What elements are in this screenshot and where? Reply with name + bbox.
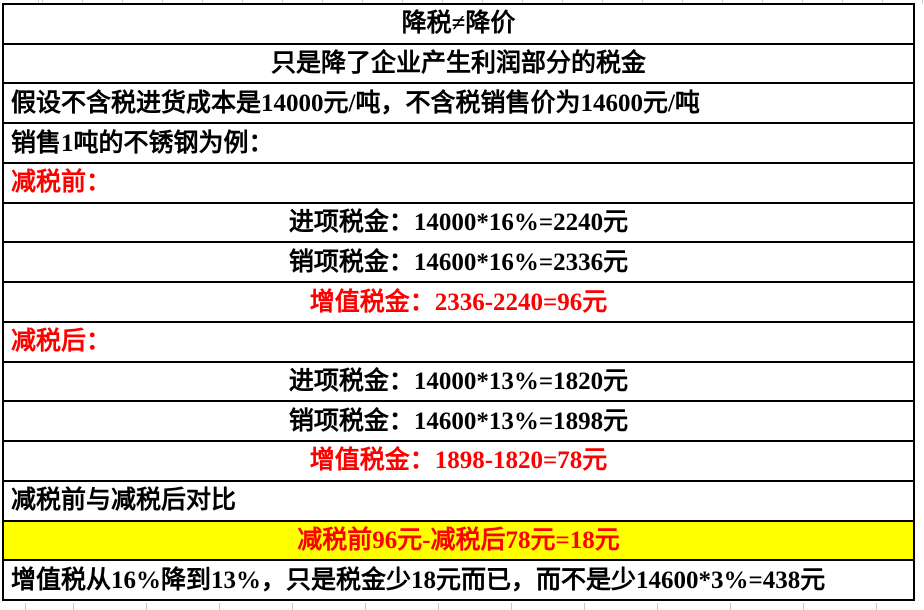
output-tax-after-text: 销项税金：14600*13%=1898元: [288, 407, 629, 435]
table-row-input-tax-after[interactable]: 进项税金：14000*13%=1820元: [4, 360, 913, 401]
table-row-compare-label[interactable]: 减税前与减税后对比: [4, 479, 913, 520]
table-row-output-tax-after[interactable]: 销项税金：14600*13%=1898元: [4, 400, 913, 441]
output-tax-before-text: 销项税金：14600*16%=2336元: [288, 248, 629, 276]
input-tax-before-text: 进项税金：14000*16%=2240元: [288, 209, 629, 237]
table-row-title[interactable]: 降税≠降价: [4, 5, 913, 43]
vat-after-text: 增值税金：1898-1820=78元: [309, 447, 608, 475]
conclusion-text: 增值税从16%降到13%，只是税金少18元而已，而不是少14600*3%=438…: [11, 566, 826, 594]
table-row-output-tax-before[interactable]: 销项税金：14600*16%=2336元: [4, 241, 913, 282]
before-label-text: 减税前：: [11, 169, 112, 197]
subtitle-text: 只是降了企业产生利润部分的税金: [270, 50, 646, 78]
after-label-text: 减税后：: [11, 328, 112, 356]
table-row-vat-after[interactable]: 增值税金：1898-1820=78元: [4, 440, 913, 480]
table-row-after-label[interactable]: 减税后：: [4, 320, 913, 361]
title-text: 降税≠降价: [401, 10, 516, 38]
table-row-compare-result[interactable]: 减税前96元-减税后78元=18元: [4, 519, 913, 560]
table-row-subtitle[interactable]: 只是降了企业产生利润部分的税金: [4, 42, 913, 83]
compare-result-text: 减税前96元-减税后78元=18元: [297, 526, 620, 554]
input-tax-after-text: 进项税金：14000*13%=1820元: [288, 367, 629, 395]
example-text: 销售1吨的不锈钢为例：: [11, 129, 274, 157]
gridline-strip-bottom: [0, 603, 924, 610]
table-row-before-label[interactable]: 减税前：: [4, 161, 913, 202]
table-row-vat-before[interactable]: 增值税金：2336-2240=96元: [4, 281, 913, 321]
table-row-input-tax-before[interactable]: 进项税金：14000*16%=2240元: [4, 201, 913, 242]
table-row-assumption[interactable]: 假设不含税进货成本是14000元/吨，不含税销售价为14600元/吨: [4, 82, 913, 123]
vat-before-text: 增值税金：2336-2240=96元: [309, 288, 608, 316]
assumption-text: 假设不含税进货成本是14000元/吨，不含税销售价为14600元/吨: [11, 89, 700, 117]
gridline-strip-top: [0, 0, 924, 4]
table-row-conclusion[interactable]: 增值税从16%降到13%，只是税金少18元而已，而不是少14600*3%=438…: [4, 559, 913, 600]
compare-label-text: 减税前与减税后对比: [11, 487, 237, 515]
tax-comparison-table: 降税≠降价 只是降了企业产生利润部分的税金 假设不含税进货成本是14000元/吨…: [2, 3, 915, 601]
table-row-example[interactable]: 销售1吨的不锈钢为例：: [4, 122, 913, 162]
